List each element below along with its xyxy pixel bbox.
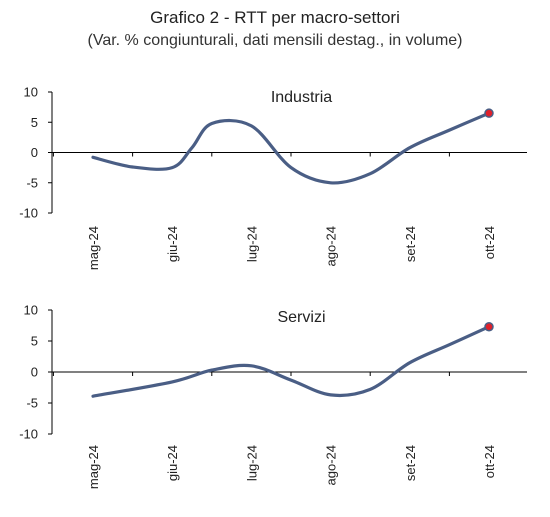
x-tick-label: lug-24: [244, 226, 259, 262]
chart-subtitle: (Var. % congiunturali, dati mensili dest…: [87, 32, 463, 49]
series-line: [91, 111, 491, 185]
x-tick-label: ott-24: [482, 226, 497, 259]
x-tick-label: set-24: [403, 226, 418, 262]
x-tick-label: giu-24: [165, 226, 180, 262]
chart-panel-1: Industria 10 5 0 -5 -10 mag-24 giu-24 lug-24 ago-…: [19, 85, 527, 270]
series-line: [91, 325, 491, 398]
y-tick-label: 5: [31, 334, 38, 349]
y-tick-label: -5: [26, 396, 38, 411]
last-point-marker: [484, 108, 494, 118]
x-tick-label: ago-24: [324, 445, 339, 485]
x-tick-label: mag-24: [86, 445, 101, 489]
last-point-marker: [484, 321, 494, 332]
x-tick-label: ott-24: [482, 445, 497, 478]
y-tick-label: -10: [19, 206, 38, 221]
chart-panel-2: Servizi 10 5 0 -5 -10 mag-24 giu-24 lug-24 ago-24…: [19, 303, 527, 489]
y-tick-label: -5: [26, 175, 38, 190]
x-tick-label: giu-24: [165, 445, 180, 481]
panel-title: Servizi: [277, 309, 325, 326]
y-tick-label: 10: [24, 303, 38, 318]
y-tick-label: 0: [31, 145, 38, 160]
y-tick-label: -10: [19, 427, 38, 442]
x-tick-label: ago-24: [324, 226, 339, 266]
y-tick-label: 0: [31, 365, 38, 380]
x-tick-label: set-24: [403, 445, 418, 481]
y-tick-label: 5: [31, 115, 38, 130]
chart-title: Grafico 2 - RTT per macro-settori: [150, 8, 400, 27]
x-tick-label: mag-24: [86, 226, 101, 270]
y-tick-label: 10: [24, 85, 38, 100]
panel-title: Industria: [271, 89, 332, 106]
x-tick-label: lug-24: [244, 445, 259, 481]
